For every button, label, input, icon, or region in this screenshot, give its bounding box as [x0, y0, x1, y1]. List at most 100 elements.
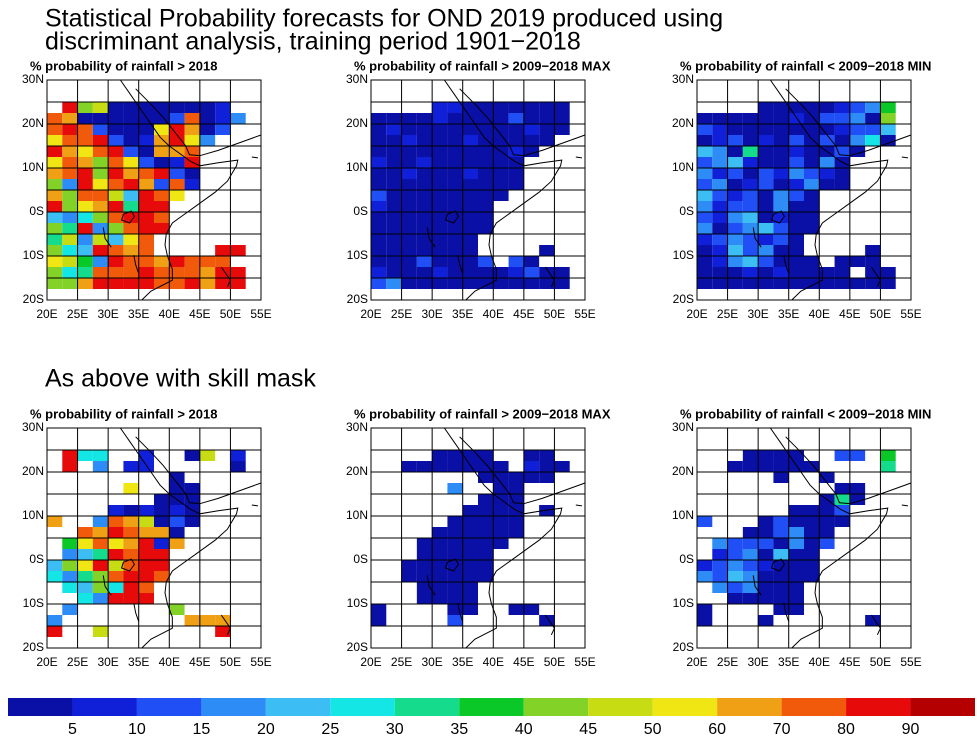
grid-cell	[169, 168, 185, 179]
grid-cell	[834, 450, 850, 461]
grid-cell	[819, 267, 835, 278]
grid-cell	[92, 234, 109, 245]
grid-cell	[138, 256, 154, 267]
grid-cell	[697, 234, 713, 245]
grid-cell	[154, 212, 170, 223]
grid-cell	[462, 549, 478, 560]
grid-cell	[371, 190, 387, 201]
coastline	[752, 227, 762, 248]
grid-cell	[92, 256, 109, 267]
grid-cell	[788, 157, 804, 168]
x-tick-label: 55E	[250, 307, 271, 321]
x-tick-label: 35E	[452, 655, 473, 669]
map-panel: % probability of rainfall > 2018 20E 25E 30…	[22, 58, 272, 321]
grid-cell	[478, 124, 494, 135]
grid-cell	[47, 615, 63, 626]
grid-cell	[773, 450, 789, 461]
grid-cell	[712, 124, 728, 135]
grid-cell	[230, 450, 246, 461]
coastline	[120, 558, 136, 572]
grid-cell	[788, 560, 804, 571]
map-frame	[370, 427, 586, 649]
y-tick-label: 0S	[679, 552, 694, 566]
grid-cell	[62, 157, 78, 168]
grid-cell	[123, 582, 139, 593]
grid-cell	[432, 223, 448, 234]
grid-cell	[742, 190, 759, 201]
grid-cell	[742, 113, 759, 124]
grid-cell	[432, 212, 448, 223]
grid-cell	[773, 549, 789, 560]
grid-cell	[447, 102, 463, 113]
grid-cell	[416, 461, 433, 472]
grid-cell	[401, 201, 417, 212]
grid-cell	[712, 168, 728, 179]
grid-cell	[697, 267, 713, 278]
grid-cell	[416, 267, 433, 278]
grid-cell	[727, 582, 743, 593]
grid-cell	[154, 168, 170, 179]
grid-cell	[77, 135, 93, 146]
grid-cell	[62, 212, 78, 223]
colorbar-box	[72, 698, 137, 716]
grid-cell	[447, 212, 463, 223]
grid-cell	[108, 157, 124, 168]
grid-cell	[462, 223, 478, 234]
grid-cell	[123, 212, 139, 223]
grid-cell	[727, 135, 743, 146]
grid-cell	[865, 124, 881, 135]
grid-cell	[523, 461, 540, 472]
grid-cell	[199, 124, 216, 135]
grid-cell	[92, 135, 109, 146]
grid-cell	[77, 157, 93, 168]
grid-cell	[539, 135, 555, 146]
grid-cell	[523, 102, 540, 113]
grid-cell	[773, 102, 789, 113]
grid-cell	[432, 135, 448, 146]
grid-cell	[401, 113, 417, 124]
grid-cell	[169, 256, 185, 267]
grid-cell	[154, 124, 170, 135]
grid-cell	[742, 278, 759, 289]
grid-cell	[184, 168, 200, 179]
grid-cell	[523, 135, 540, 146]
y-tick-label: 30N	[672, 420, 694, 434]
grid-cell	[727, 245, 743, 256]
grid-cell	[758, 135, 774, 146]
grid-cell	[804, 549, 820, 560]
coastline	[120, 210, 136, 224]
grid-cell	[539, 124, 555, 135]
grid-cell	[508, 483, 524, 494]
grid-cell	[758, 527, 774, 538]
grid-cell	[62, 549, 78, 560]
colorbar-box	[394, 698, 460, 716]
grid-cell	[727, 168, 743, 179]
grid-cell	[788, 135, 804, 146]
grid-cell	[478, 538, 494, 549]
grid-cell	[788, 245, 804, 256]
grid-cell	[386, 168, 402, 179]
panel-title: % probability of rainfall > 2009−2018 MA…	[354, 58, 611, 73]
grid-cell	[478, 146, 494, 157]
grid-cell	[138, 267, 154, 278]
grid-cell	[804, 505, 820, 516]
grid-cell	[108, 124, 124, 135]
panel-title: % probability of rainfall > 2018	[30, 406, 217, 421]
grid-cell	[154, 146, 170, 157]
colorbar-label: 70	[773, 721, 791, 738]
grid-cell	[758, 113, 774, 124]
grid-cell	[478, 168, 494, 179]
grid-cell	[880, 450, 896, 461]
grid-cell	[62, 278, 78, 289]
grid-cell	[727, 278, 743, 289]
x-tick-label: 25E	[717, 307, 738, 321]
grid-cell	[742, 168, 759, 179]
grid-cell	[108, 549, 124, 560]
grid-cell	[92, 223, 109, 234]
grid-cell	[77, 179, 93, 190]
grid-cell	[154, 494, 170, 505]
coastline	[119, 427, 239, 649]
x-tick-label: 30E	[97, 655, 118, 669]
grid-cell	[92, 593, 109, 604]
grid-cell	[447, 146, 463, 157]
